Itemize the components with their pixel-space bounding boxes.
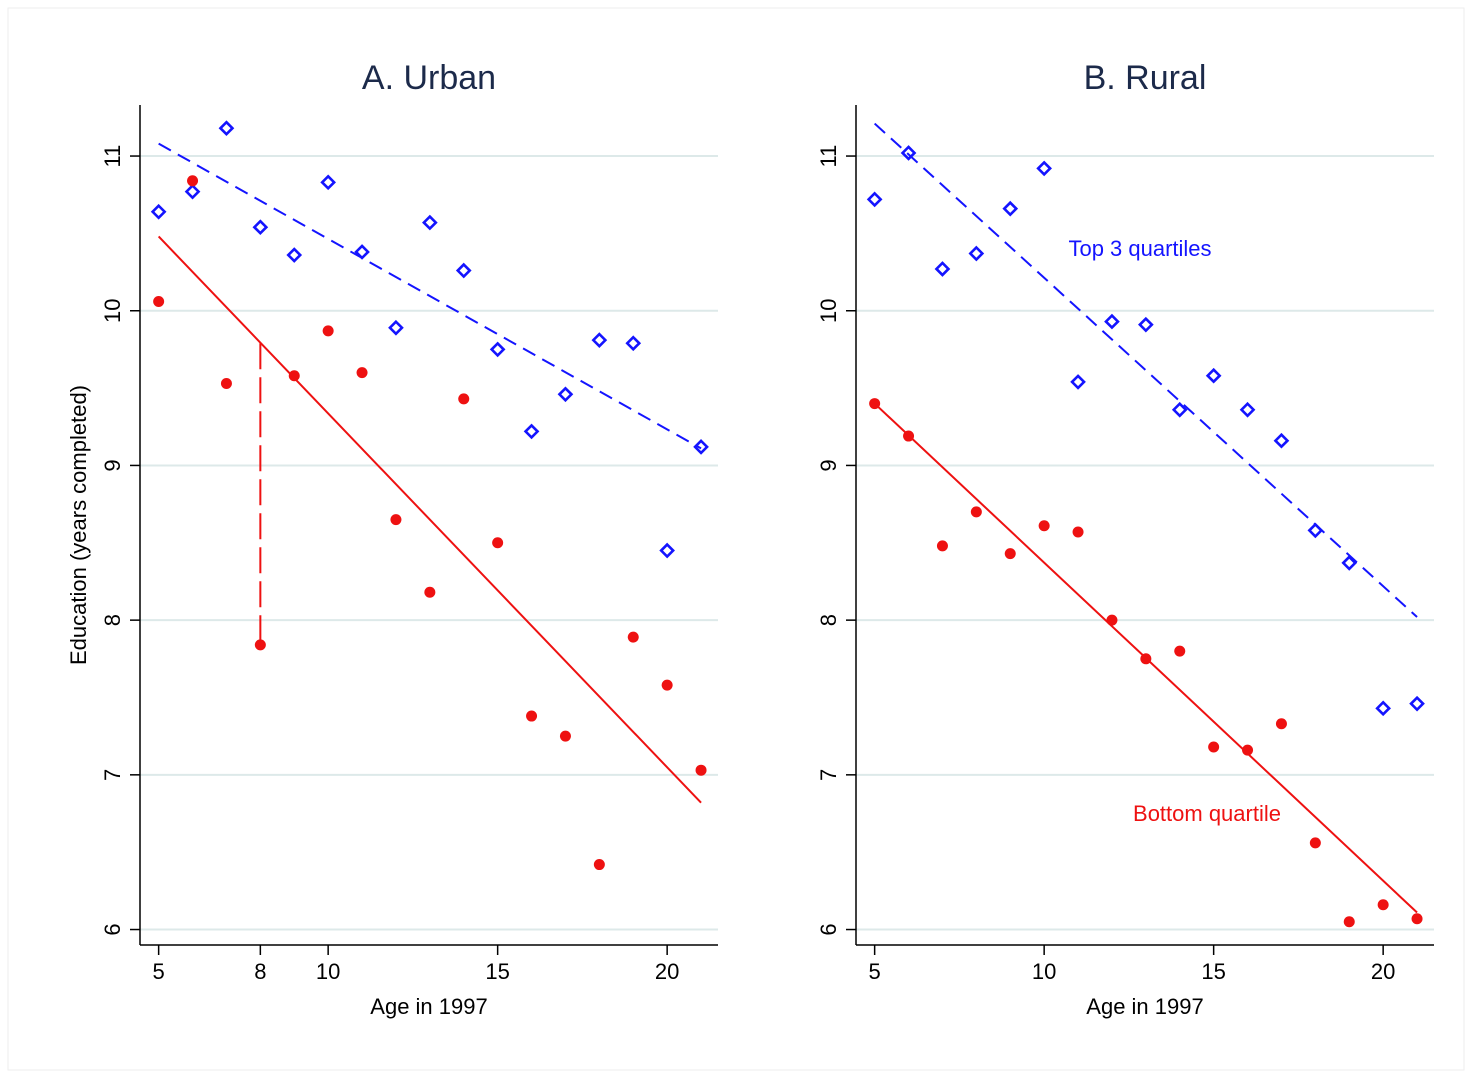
x-tick-label: 20 <box>1371 959 1395 984</box>
point <box>1409 695 1425 712</box>
point <box>1205 367 1222 384</box>
point <box>934 261 951 277</box>
y-axis-label: Education (years completed) <box>66 385 91 665</box>
y-tick-label: 11 <box>100 145 125 168</box>
point <box>968 245 985 262</box>
point <box>1343 916 1355 928</box>
point <box>970 506 982 518</box>
point <box>1242 744 1254 756</box>
point <box>390 514 402 526</box>
y-tick-label: 7 <box>816 769 841 781</box>
x-tick-label: 5 <box>153 959 165 984</box>
point <box>424 586 436 598</box>
point <box>184 183 201 200</box>
x-tick-label: 20 <box>655 959 679 984</box>
point <box>695 764 707 776</box>
point <box>489 341 506 358</box>
point <box>1104 313 1120 330</box>
point <box>1072 526 1084 538</box>
point <box>627 631 639 643</box>
point <box>1239 401 1256 418</box>
point <box>1038 520 1050 532</box>
point <box>153 295 165 307</box>
x-axis-label: Age in 1997 <box>1086 994 1203 1019</box>
point <box>900 145 917 161</box>
point <box>526 710 538 722</box>
point <box>1341 555 1358 571</box>
point <box>356 367 368 379</box>
point <box>936 540 948 552</box>
point <box>1275 718 1287 730</box>
point <box>150 203 167 220</box>
point <box>625 335 642 352</box>
point <box>187 175 199 187</box>
point <box>1174 645 1186 657</box>
fit-line <box>873 402 1418 914</box>
chart-title: B. Rural <box>1084 59 1207 97</box>
point <box>659 542 675 559</box>
x-tick-label: 15 <box>485 959 509 984</box>
point <box>559 730 571 742</box>
series-label: Bottom quartile <box>1133 801 1281 826</box>
point <box>591 332 608 348</box>
y-tick-label: 10 <box>816 299 841 323</box>
point <box>866 191 883 208</box>
point <box>492 537 504 549</box>
y-tick-label: 11 <box>816 145 841 168</box>
point <box>422 214 438 231</box>
point <box>557 386 574 403</box>
point <box>458 393 470 405</box>
chart-title: A. Urban <box>362 59 496 97</box>
point <box>1004 548 1016 560</box>
y-tick-label: 9 <box>100 459 125 471</box>
series-label: Top 3 quartiles <box>1068 236 1211 261</box>
point <box>1171 401 1188 418</box>
fit-line <box>157 235 702 804</box>
point <box>1273 432 1290 449</box>
x-tick-label: 10 <box>316 959 340 984</box>
y-tick-label: 10 <box>100 299 125 323</box>
point <box>1375 700 1391 717</box>
point <box>220 377 232 389</box>
point <box>1411 913 1423 925</box>
point <box>1070 374 1086 390</box>
y-tick-label: 8 <box>100 614 125 626</box>
y-tick-label: 9 <box>816 459 841 471</box>
point <box>1002 200 1019 217</box>
point <box>286 247 303 263</box>
x-axis-label: Age in 1997 <box>370 994 487 1019</box>
point <box>593 859 605 871</box>
point <box>218 120 235 137</box>
x-tick-label: 5 <box>869 959 881 984</box>
x-tick-label: 10 <box>1032 959 1056 984</box>
x-tick-label: 8 <box>254 959 266 984</box>
y-tick-label: 7 <box>100 769 125 781</box>
point <box>252 219 269 236</box>
point <box>1208 741 1220 753</box>
fit-line <box>873 122 1418 618</box>
point <box>455 262 472 279</box>
point <box>254 639 266 651</box>
background <box>7 7 1465 1071</box>
y-tick-label: 6 <box>816 923 841 935</box>
point <box>1036 160 1052 177</box>
point <box>523 423 540 440</box>
fit-line <box>158 142 702 450</box>
point <box>320 174 336 191</box>
y-tick-label: 6 <box>100 923 125 935</box>
point <box>388 319 404 336</box>
point <box>1309 837 1321 849</box>
point <box>322 325 334 337</box>
point <box>1138 316 1154 333</box>
x-tick-label: 15 <box>1201 959 1225 984</box>
point <box>288 370 300 382</box>
point <box>693 439 709 455</box>
point <box>661 679 673 691</box>
y-tick-label: 8 <box>816 614 841 626</box>
point <box>1377 899 1389 911</box>
